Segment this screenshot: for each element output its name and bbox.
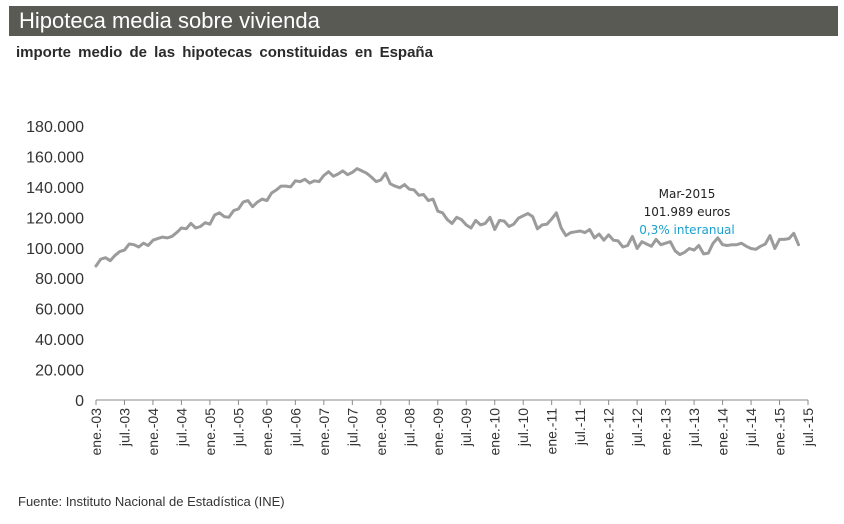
x-axis: ene.-03 jul.-03 ene.-04 jul.-04 ene.-05 jul.-… xyxy=(88,399,816,456)
x-tick-label: jul.-11 xyxy=(572,408,588,446)
y-tick-label: 140.000 xyxy=(26,180,84,197)
series-group xyxy=(94,167,800,268)
x-tick-label: jul.-10 xyxy=(515,408,531,447)
y-tick-label: 100.000 xyxy=(26,241,84,258)
x-tick-label: jul.-08 xyxy=(401,408,417,447)
y-tick-label: 20.000 xyxy=(35,363,84,380)
annotation: Mar-2015 101.989 euros 0,3% interanual xyxy=(639,187,735,237)
x-tick-label: ene.-12 xyxy=(601,408,617,456)
x-tick-label: ene.-15 xyxy=(772,408,788,456)
x-tick-label: jul.-03 xyxy=(116,408,132,447)
y-tick-label: 160.000 xyxy=(26,149,84,166)
x-tick-label: ene.-06 xyxy=(259,408,275,456)
x-tick-label: jul.-05 xyxy=(230,408,246,447)
x-tick-label: ene.-04 xyxy=(145,408,161,456)
title-bar: Hipoteca media sobre vivienda xyxy=(9,6,838,36)
line-chart: 0 20.000 40.000 60.000 80.000 100.000 120.000 1… xyxy=(26,119,816,456)
y-tick-label: 180.000 xyxy=(26,119,84,136)
x-tick-label: jul.-07 xyxy=(344,408,360,447)
x-tick-label: jul.-09 xyxy=(458,408,474,447)
x-tick-label: ene.-11 xyxy=(544,408,560,455)
annotation-change: 0,3% interanual xyxy=(639,223,735,237)
x-tick-label: jul.-04 xyxy=(173,408,189,447)
annotation-date: Mar-2015 xyxy=(659,187,716,201)
chart-title: Hipoteca media sobre vivienda xyxy=(19,8,320,33)
x-tick-label: ene.-03 xyxy=(88,408,104,456)
y-tick-label: 0 xyxy=(75,393,84,410)
x-tick-label: ene.-13 xyxy=(658,408,674,456)
series-line xyxy=(94,167,800,268)
y-tick-label: 120.000 xyxy=(26,210,84,227)
x-tick-label: jul.-15 xyxy=(800,408,816,447)
x-tick-label: jul.-13 xyxy=(686,408,702,447)
x-tick-label: jul.-06 xyxy=(287,408,303,447)
x-tick-label: jul.-14 xyxy=(743,408,759,447)
chart-subtitle: importe medio de las hipotecas constitui… xyxy=(16,44,433,61)
x-tick-label: ene.-08 xyxy=(373,408,389,456)
y-tick-label: 40.000 xyxy=(35,332,84,349)
y-tick-label: 60.000 xyxy=(35,302,84,319)
x-tick-label: ene.-10 xyxy=(487,408,503,456)
x-tick-label: ene.-05 xyxy=(202,408,218,456)
annotation-value: 101.989 euros xyxy=(644,205,731,219)
y-tick-label: 80.000 xyxy=(35,271,84,288)
x-tick-label: ene.-14 xyxy=(715,408,731,456)
x-tick-label: ene.-09 xyxy=(430,408,446,456)
x-tick-label: jul.-12 xyxy=(629,408,645,447)
y-axis: 0 20.000 40.000 60.000 80.000 100.000 120.000 1… xyxy=(26,119,84,410)
x-tick-label: ene.-07 xyxy=(316,408,332,456)
source-note: Fuente: Instituto Nacional de Estadístic… xyxy=(18,494,285,509)
